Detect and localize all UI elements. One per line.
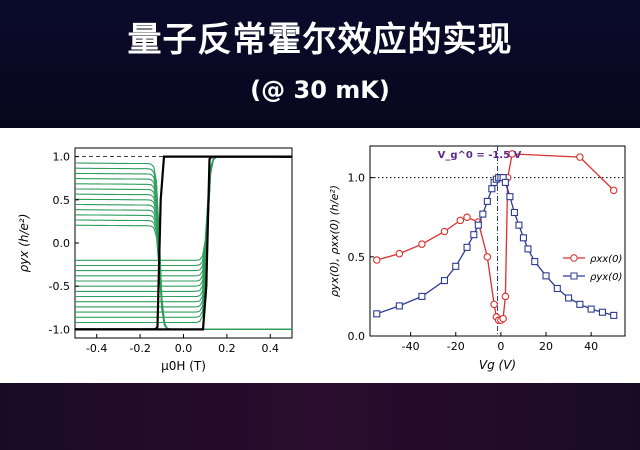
rho-yx-point (470, 231, 478, 239)
rho-xx-point (440, 227, 449, 236)
rho-xx-point (609, 186, 618, 195)
y-tick-label: 1.0 (348, 172, 366, 185)
rho-xx-point (395, 249, 404, 258)
rho-yx-point (440, 277, 449, 285)
x-axis-label: μ0H (T) (161, 359, 206, 373)
rho-yx-point (515, 221, 523, 229)
rho-xx-point (501, 292, 510, 301)
rho-yx-point (598, 308, 606, 316)
x-tick-label: 40 (584, 340, 598, 353)
figure-panel: -0.4 -0.2 0.0 0.2 0.4 -1.0 -0.5 0.0 0.5 1.0 μ0H (T… (0, 128, 640, 383)
rho-yx-point (483, 197, 491, 205)
rho-yx-point (531, 258, 539, 266)
legend-marker (570, 272, 578, 280)
green-curve-down (75, 219, 292, 330)
green-curve-up (75, 156, 293, 318)
green-curve-up (75, 156, 293, 324)
x-tick-label: 0 (497, 340, 504, 353)
y-tick-label: 0.5 (348, 251, 366, 264)
x-tick-label: 0.2 (218, 342, 236, 355)
plot-series (373, 150, 618, 324)
series-line (376, 153, 615, 321)
x-tick-label: -0.4 (86, 342, 107, 355)
green-curve-down (75, 193, 292, 330)
black-loop-curve (75, 155, 292, 331)
green-curve-down (75, 167, 292, 330)
green-curve-down (75, 203, 292, 330)
y-tick-label: 0.0 (348, 330, 366, 343)
rho-yx-point (463, 243, 471, 251)
rho-yx-point (418, 292, 426, 300)
slide-title: 量子反常霍尔效应的实现 (127, 20, 513, 60)
rho-yx-point (553, 284, 561, 293)
y-tick-label: -1.0 (49, 323, 70, 336)
x-tick-label: 0.4 (262, 342, 280, 355)
rho-yx-point (542, 272, 550, 280)
y-axis-label: ρyx (h/e²) (17, 214, 31, 273)
green-curve-down (75, 162, 292, 330)
y-tick-label: 1.0 (53, 151, 71, 164)
rho-yx-point (506, 193, 514, 201)
plot-frame (74, 147, 293, 339)
green-curve-down (75, 172, 292, 330)
rho-xx-point (418, 240, 426, 248)
green-curve-up (75, 156, 293, 282)
green-curve-up (75, 156, 293, 261)
rho-yx-point (395, 302, 403, 310)
rho-xx-point (463, 213, 471, 222)
x-axis-label: Vg (V) (479, 358, 516, 372)
bottom-band (0, 383, 640, 450)
gate-voltage-chart: V_g^0 = -1.5 V -40 -20 0 20 40 0.0 0.5 1.0 Vg (V)… (328, 145, 626, 372)
legend-label: ρyx(0) (590, 272, 622, 283)
green-curve-down (75, 183, 292, 330)
rho-xx-point (499, 314, 507, 323)
x-tick-label: 20 (539, 340, 553, 353)
green-curve-up (75, 156, 293, 277)
rho-xx-point (483, 253, 492, 261)
rho-yx-point (610, 311, 618, 319)
rho-xx-point (490, 300, 498, 309)
green-curve-down (75, 224, 292, 330)
x-tick-label: -0.2 (129, 342, 150, 355)
rho-yx-point (565, 294, 573, 302)
rho-yx-point (488, 185, 496, 193)
rho-yx-point (524, 245, 532, 253)
rho-yx-point (501, 178, 509, 186)
legend-label: ρxx(0) (590, 254, 622, 265)
rho-xx-point (576, 153, 584, 161)
slide-subtitle: (@ 30 mK) (250, 76, 390, 104)
rho-yx-point (452, 262, 460, 270)
series-line (376, 177, 614, 317)
rho-yx-point (576, 300, 584, 308)
x-tick-label: 0.0 (175, 342, 193, 355)
green-curve-up (75, 156, 293, 267)
x-tick-label: -40 (402, 340, 420, 353)
rho-yx-point (587, 305, 595, 313)
rho-yx-point (519, 234, 528, 242)
y-tick-label: 0.5 (53, 194, 71, 207)
rho-yx-point (373, 310, 381, 318)
hysteresis-chart: -0.4 -0.2 0.0 0.2 0.4 -1.0 -0.5 0.0 0.5 1.0 μ0H (T… (17, 147, 293, 373)
vg0-annotation: V_g^0 = -1.5 V (438, 150, 522, 161)
rho-xx-point (508, 150, 516, 158)
green-curve-up (75, 156, 293, 313)
green-curve-down (75, 198, 292, 330)
y-tick-label: -0.5 (49, 280, 70, 293)
green-curve-down (75, 209, 292, 330)
x-tick-label: -20 (447, 340, 465, 353)
black-loop-curve (75, 155, 292, 331)
rho-xx-point (456, 216, 465, 225)
rho-yx-point (510, 208, 518, 217)
rho-xx-point (373, 256, 381, 264)
green-curve-up (75, 156, 293, 287)
y-tick-label: 0.0 (53, 237, 71, 250)
rho-yx-point (479, 210, 487, 218)
y-axis-label: ρyx(0), ρxx(0) (h/e²) (328, 185, 341, 297)
green-curve-up (75, 156, 293, 292)
legend-marker (570, 254, 578, 262)
rho-yx-point (474, 221, 482, 229)
